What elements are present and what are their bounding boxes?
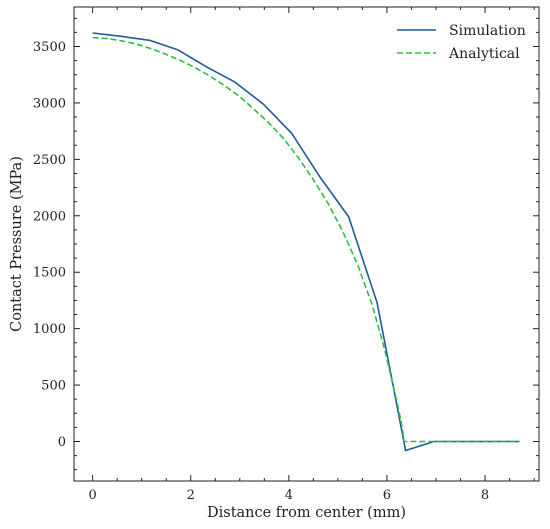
y-tick-label: 0 bbox=[58, 435, 66, 450]
plot-frame bbox=[73, 6, 540, 482]
y-tick-label: 500 bbox=[41, 379, 66, 394]
x-tick-label: 6 bbox=[383, 488, 391, 503]
x-tick-label: 2 bbox=[187, 488, 195, 503]
x-axis-label: Distance from center (mm) bbox=[207, 505, 406, 521]
series-layer bbox=[92, 32, 520, 452]
tick-labels: 0 2 4 6 8 0 500 1000 1500 2000 2500 3000 3500 bbox=[33, 40, 489, 503]
y-axis-label: Contact Pressure (MPa) bbox=[9, 156, 25, 332]
series-line-analytical bbox=[92, 36, 520, 443]
y-tick-label: 2500 bbox=[33, 153, 66, 168]
axis-ticks bbox=[74, 7, 539, 481]
legend-label-simulation: Simulation bbox=[449, 23, 526, 39]
y-tick-label: 3000 bbox=[33, 96, 66, 111]
x-tick-label: 4 bbox=[285, 488, 293, 503]
legend-label-analytical: Analytical bbox=[448, 46, 520, 62]
x-tick-label: 8 bbox=[481, 488, 489, 503]
x-tick-label: 0 bbox=[88, 488, 96, 503]
y-tick-label: 1000 bbox=[33, 322, 66, 337]
legend: Simulation Analytical bbox=[397, 23, 526, 62]
y-tick-label: 1500 bbox=[33, 266, 66, 281]
y-tick-label: 2000 bbox=[33, 209, 66, 224]
series-line-simulation bbox=[92, 32, 520, 452]
y-tick-label: 3500 bbox=[33, 40, 66, 55]
